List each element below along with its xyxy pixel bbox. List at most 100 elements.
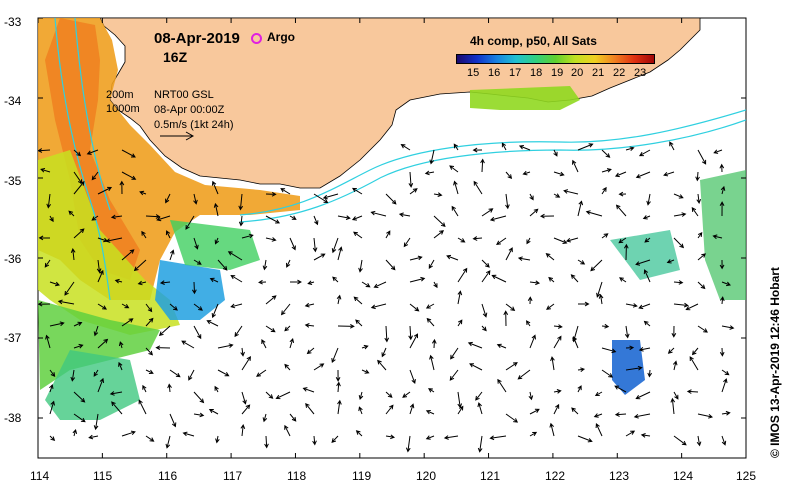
current-arrow-icon xyxy=(480,158,485,173)
current-arrow-icon xyxy=(673,435,687,446)
current-arrow-icon xyxy=(93,325,99,337)
current-arrow-icon xyxy=(49,215,54,223)
current-arrow-icon xyxy=(673,302,689,308)
current-arrow-icon xyxy=(133,259,147,272)
current-arrow-icon xyxy=(73,149,82,157)
current-arrow-icon xyxy=(596,281,603,298)
current-arrow-icon xyxy=(208,409,219,415)
current-arrow-icon xyxy=(696,435,702,447)
west-coast-contour-2 xyxy=(74,18,111,211)
current-arrow-icon xyxy=(642,215,651,220)
imos-credit: © IMOS 13-Apr-2019 12:46 Hobart xyxy=(768,267,782,458)
colorbar-tick: 17 xyxy=(509,67,522,79)
current-arrow-icon xyxy=(433,281,438,289)
current-arrow-icon xyxy=(719,347,725,357)
current-arrow-icon xyxy=(601,233,609,239)
current-arrow-icon xyxy=(601,186,607,195)
current-arrow-icon xyxy=(477,402,483,415)
current-arrow-icon xyxy=(598,293,604,305)
sst-orange-core xyxy=(45,18,140,280)
current-arrow-icon xyxy=(358,259,363,273)
current-arrow-icon xyxy=(337,246,343,261)
current-arrow-icon xyxy=(472,147,483,153)
current-arrow-icon xyxy=(443,435,459,440)
current-arrow-icon xyxy=(594,391,603,397)
current-arrow-icon xyxy=(563,189,579,195)
current-arrow-icon xyxy=(667,347,675,354)
current-arrow-icon xyxy=(355,319,363,327)
current-arrow-icon xyxy=(577,435,593,443)
current-arrow-icon xyxy=(169,249,175,261)
current-arrow-icon xyxy=(638,303,651,310)
current-arrow-icon xyxy=(481,325,487,332)
current-arrow-icon xyxy=(529,208,539,217)
x-tick-label: 121 xyxy=(480,469,501,483)
current-arrow-icon xyxy=(481,208,494,217)
current-arrow-icon xyxy=(111,401,123,415)
sst-colorbar xyxy=(456,54,655,64)
current-arrow-icon xyxy=(570,274,579,283)
current-arrow-icon xyxy=(193,325,202,340)
current-arrow-icon xyxy=(553,171,565,177)
current-arrow-icon xyxy=(57,299,75,305)
current-arrow-icon xyxy=(425,435,435,440)
current-arrow-icon xyxy=(70,369,76,382)
current-arrow-icon xyxy=(335,369,341,382)
x-tick-label: 123 xyxy=(609,469,630,483)
current-arrow-icon xyxy=(457,319,463,327)
current-arrow-icon xyxy=(457,391,463,409)
current-arrow-icon xyxy=(526,320,531,327)
current-arrow-icon xyxy=(145,317,154,327)
current-arrow-icon xyxy=(238,215,244,227)
current-arrow-icon xyxy=(169,369,181,378)
current-arrow-icon xyxy=(539,213,555,219)
current-arrow-icon xyxy=(402,391,411,398)
colorbar-tick: 23 xyxy=(634,67,647,79)
current-arrow-icon xyxy=(70,248,76,261)
current-arrow-icon xyxy=(49,369,56,378)
current-arrow-icon xyxy=(697,232,703,239)
current-arrow-icon xyxy=(241,233,254,239)
current-arrow-icon xyxy=(719,296,725,305)
current-arrow-icon xyxy=(40,168,51,173)
current-arrow-icon xyxy=(138,399,147,415)
current-arrow-icon xyxy=(553,149,558,157)
current-arrow-icon xyxy=(481,259,490,268)
current-arrow-icon xyxy=(685,303,699,311)
current-arrow-icon xyxy=(211,180,219,195)
current-arrow-icon xyxy=(230,303,243,309)
colorbar-tick: 18 xyxy=(530,67,543,79)
current-arrow-icon xyxy=(409,403,415,415)
current-arrow-icon xyxy=(275,391,291,400)
current-arrow-icon xyxy=(635,259,651,266)
current-arrow-icon xyxy=(145,369,154,374)
current-arrow-icon xyxy=(280,303,291,316)
current-arrow-icon xyxy=(91,171,99,181)
current-arrow-icon xyxy=(489,435,507,441)
current-arrow-icon xyxy=(227,251,243,261)
isobath-1000-line xyxy=(239,119,746,223)
current-arrow-icon xyxy=(241,404,251,415)
current-arrow-icon xyxy=(93,413,99,431)
current-arrow-icon xyxy=(370,210,387,217)
current-arrow-icon xyxy=(453,143,459,151)
current-arrow-icon xyxy=(121,149,136,158)
current-arrow-icon xyxy=(549,422,555,437)
axis-ticks xyxy=(37,17,747,458)
current-arrow-icon xyxy=(529,408,540,415)
current-arrow-icon xyxy=(475,391,483,401)
current-arrow-icon xyxy=(49,435,56,442)
current-arrow-icon xyxy=(385,259,396,271)
current-arrow-icon xyxy=(313,253,326,261)
current-arrow-icon xyxy=(409,303,420,312)
current-arrow-icon xyxy=(191,281,197,295)
y-tick-label: -33 xyxy=(4,15,22,29)
current-arrow-icon xyxy=(118,341,124,349)
current-arrow-icon xyxy=(433,215,446,228)
current-arrow-icon xyxy=(265,325,276,333)
current-arrow-icon xyxy=(646,193,651,206)
current-arrow-icon xyxy=(336,381,341,393)
current-arrow-icon xyxy=(290,279,302,285)
current-arrow-icon xyxy=(429,149,435,165)
current-arrow-icon xyxy=(331,237,339,254)
